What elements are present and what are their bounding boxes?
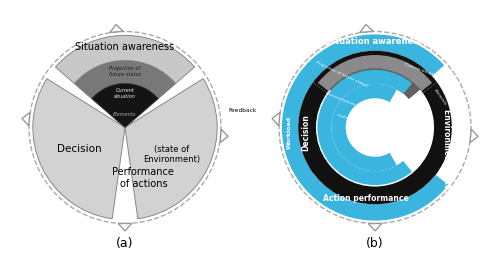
Polygon shape: [220, 129, 228, 143]
Text: Environment state: Environment state: [442, 109, 450, 189]
Text: Feedback: Feedback: [228, 108, 257, 113]
Text: (b): (b): [366, 237, 384, 250]
Text: Preconceptions and objectives: Preconceptions and objectives: [325, 91, 384, 118]
Text: Workload: Workload: [287, 116, 292, 149]
Text: Elements: Elements: [432, 88, 447, 106]
Wedge shape: [56, 35, 194, 127]
Wedge shape: [318, 70, 412, 185]
Wedge shape: [33, 79, 125, 219]
Text: Decision: Decision: [58, 144, 102, 154]
Wedge shape: [313, 51, 437, 93]
Polygon shape: [470, 129, 478, 143]
Polygon shape: [360, 25, 374, 32]
Wedge shape: [125, 79, 217, 219]
Polygon shape: [22, 112, 30, 126]
Text: Elements: Elements: [114, 112, 136, 117]
Text: Current
situation: Current situation: [114, 89, 136, 99]
Polygon shape: [118, 224, 132, 231]
Polygon shape: [272, 112, 280, 126]
Text: Projection of future status: Projection of future status: [316, 60, 368, 87]
Polygon shape: [110, 25, 124, 32]
Wedge shape: [332, 84, 397, 171]
Text: (state of
Environment): (state of Environment): [143, 145, 200, 164]
Text: Performance
of actions: Performance of actions: [112, 167, 174, 189]
Text: Individual ability: Individual ability: [336, 114, 370, 128]
Wedge shape: [282, 34, 448, 221]
Polygon shape: [368, 224, 382, 231]
Text: Current situation: Current situation: [404, 62, 440, 78]
Wedge shape: [330, 69, 420, 99]
Text: Situation awareness: Situation awareness: [76, 42, 174, 52]
Wedge shape: [422, 82, 452, 175]
Text: Situation awareness: Situation awareness: [326, 37, 424, 46]
Wedge shape: [310, 159, 438, 204]
Text: (a): (a): [116, 237, 134, 250]
Text: Action performance: Action performance: [322, 194, 408, 203]
Text: Decision: Decision: [302, 114, 310, 151]
Wedge shape: [92, 83, 158, 127]
Wedge shape: [318, 55, 432, 91]
Wedge shape: [74, 60, 176, 127]
Text: Projection of
future status: Projection of future status: [109, 66, 141, 77]
Wedge shape: [298, 82, 327, 173]
